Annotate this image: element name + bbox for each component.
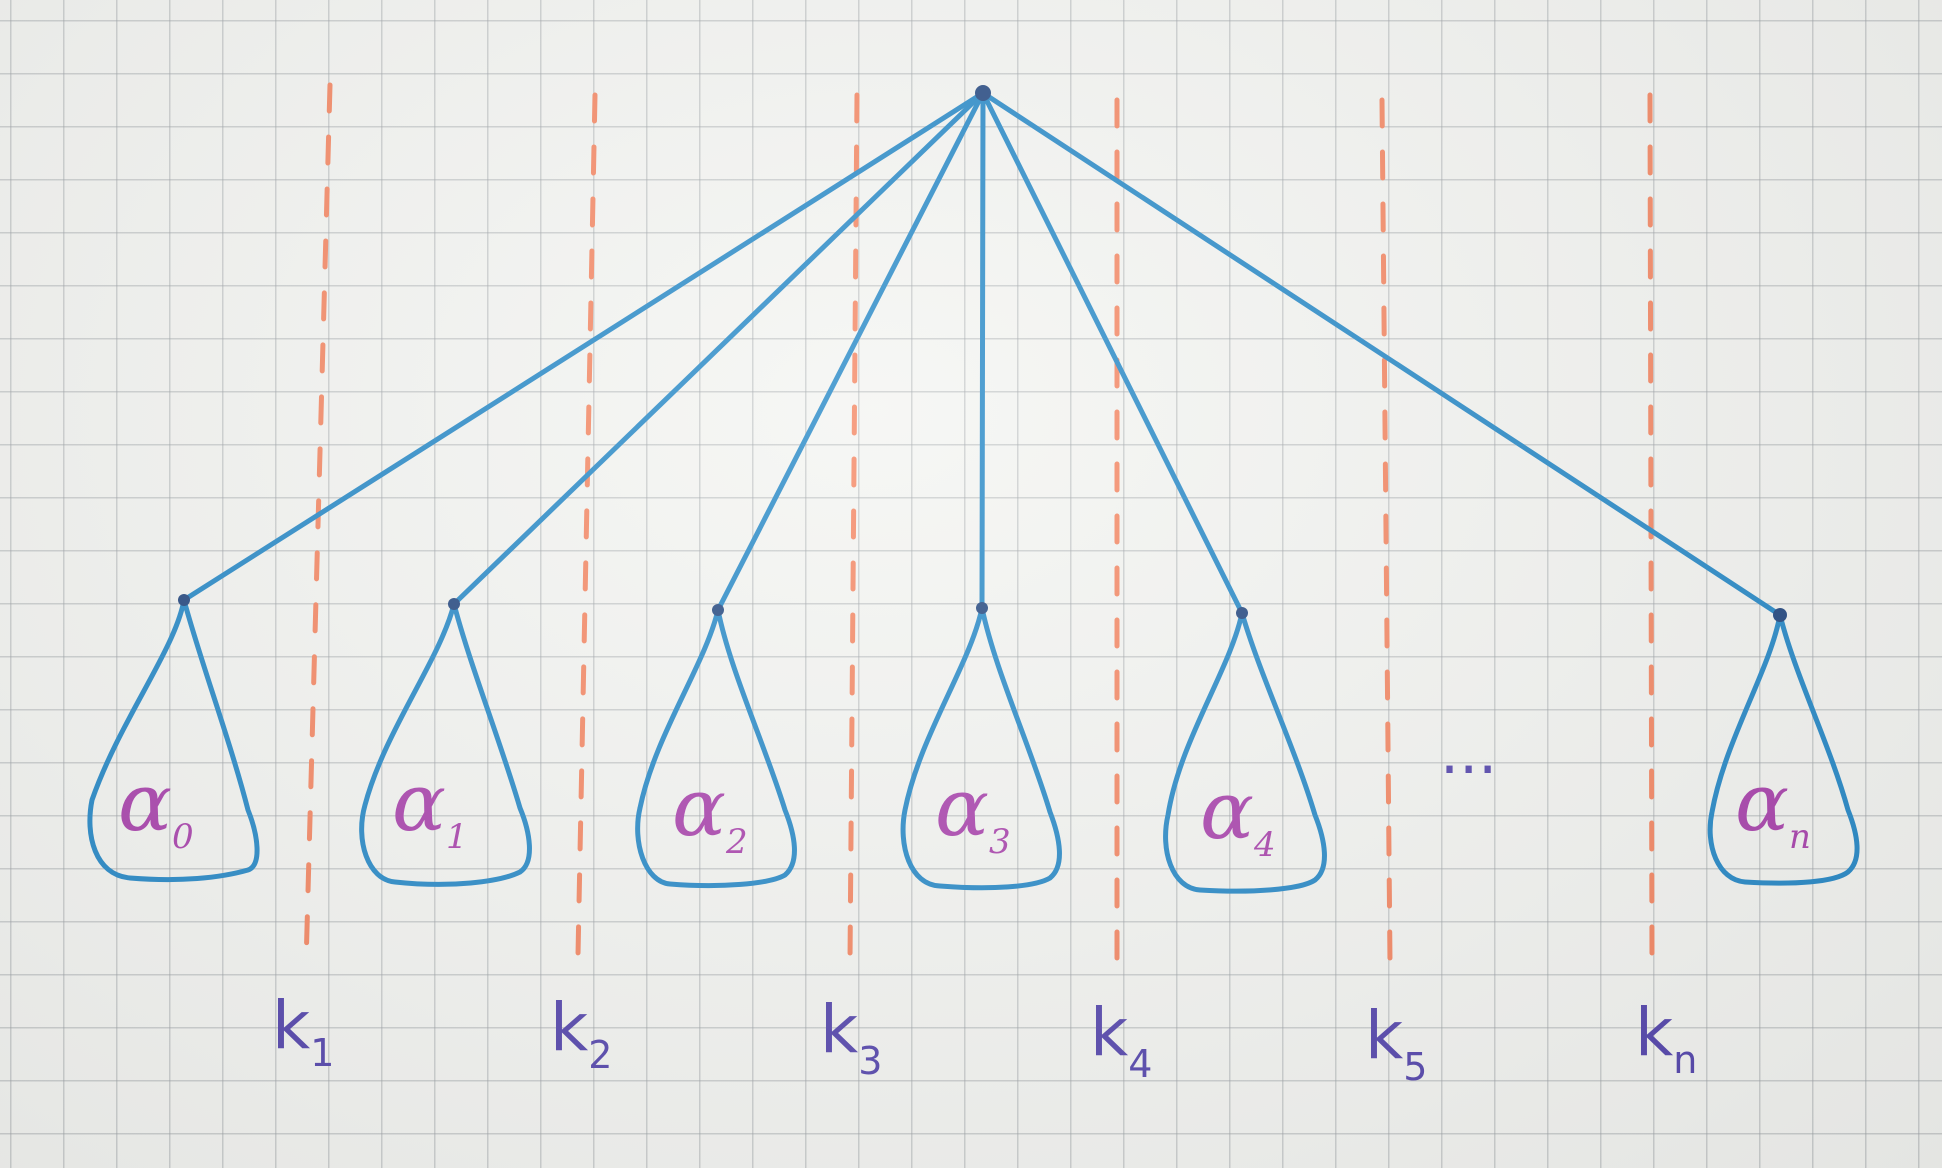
subtree-triangle	[1163, 610, 1327, 894]
subtree-triangle	[359, 601, 532, 887]
key-label-k3: k3	[820, 991, 882, 1083]
root-node	[975, 85, 991, 101]
child-node	[712, 604, 724, 616]
tree-edge	[979, 90, 986, 611]
subtree-label-alpha-1: α1	[392, 756, 468, 857]
tree-edge	[980, 90, 1783, 618]
key-label-kn: kn	[1635, 994, 1697, 1082]
key-label-k5: k5	[1365, 997, 1427, 1089]
key-divider	[1379, 97, 1393, 965]
subtree-triangle	[1707, 612, 1860, 886]
tree-edge	[980, 90, 1245, 616]
tree-edge	[181, 90, 986, 603]
key-divider	[1647, 92, 1655, 963]
subtree-label-alpha-n: αn	[1735, 756, 1811, 857]
subtree-label-alpha-4: α4	[1200, 764, 1276, 865]
subtree-label-alpha-3: α3	[935, 761, 1011, 862]
tree-edge	[715, 90, 986, 613]
subtree-triangle	[900, 605, 1062, 891]
subtree-label-alpha-2: α2	[672, 761, 748, 862]
ellipsis: ···	[1440, 735, 1497, 805]
subtree-label-alpha-0: α0	[118, 756, 194, 857]
key-divider	[303, 82, 333, 968]
child-node	[178, 594, 190, 606]
key-label-k1: k1	[272, 987, 334, 1075]
key-divider	[575, 92, 598, 958]
subtree-triangle	[87, 597, 260, 883]
key-divider	[847, 92, 860, 963]
child-node	[1236, 607, 1248, 619]
tree-edge	[451, 90, 986, 607]
subtree-triangle	[635, 607, 797, 889]
child-node	[1773, 608, 1787, 622]
key-label-k2: k2	[550, 989, 612, 1077]
child-node	[448, 598, 460, 610]
key-label-k4: k4	[1090, 994, 1152, 1086]
child-node	[976, 602, 988, 614]
